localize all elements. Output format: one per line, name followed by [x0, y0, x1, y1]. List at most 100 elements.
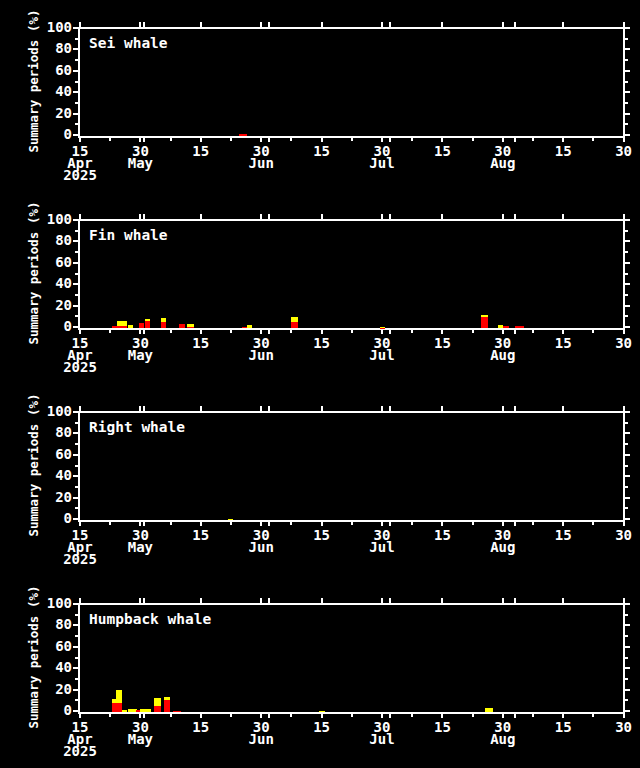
x-tick-top — [502, 406, 504, 411]
month-start-tick-bottom — [514, 714, 516, 718]
y-tick-label: 20 — [28, 297, 72, 313]
x-tick-top — [381, 598, 383, 603]
y-tick-label: 60 — [28, 446, 72, 462]
x-minor-tick — [472, 522, 474, 525]
x-tick-bottom — [441, 138, 443, 142]
y-tick-right — [625, 48, 630, 50]
month-start-tick-bottom — [143, 714, 145, 718]
month-start-tick-top — [143, 22, 145, 27]
x-tick-bottom — [502, 330, 504, 334]
y-tick-left — [75, 657, 78, 659]
y-tick-right — [625, 465, 628, 467]
x-tick-top — [79, 406, 81, 411]
y-tick-left — [75, 59, 78, 61]
x-tick-bottom — [623, 330, 625, 334]
month-start-tick-top — [268, 598, 270, 603]
x-tick-bottom — [260, 138, 262, 142]
bar-yellow — [481, 315, 487, 316]
y-tick-left — [75, 315, 78, 317]
y-tick-right — [625, 38, 628, 40]
month-start-tick-bottom — [268, 138, 270, 142]
x-tick-top — [562, 598, 564, 603]
x-month-label: Aug — [473, 731, 533, 747]
x-tick-label: 15 — [533, 143, 593, 159]
panel-sei-whale: Summary periods (%)Sei whale020406080100… — [0, 0, 640, 192]
x-tick-bottom — [441, 522, 443, 526]
x-month-label: Jun — [231, 731, 291, 747]
x-minor-tick — [592, 522, 594, 525]
x-tick-top — [139, 406, 141, 411]
y-tick-left — [73, 689, 78, 691]
x-tick-label: 15 — [412, 335, 472, 351]
month-start-tick-bottom — [268, 330, 270, 334]
y-tick-right — [625, 123, 628, 125]
x-tick-top — [381, 22, 383, 27]
y-tick-left — [73, 283, 78, 285]
x-minor-tick — [592, 330, 594, 333]
x-tick-label: 15 — [171, 719, 231, 735]
y-tick-right — [625, 59, 628, 61]
x-tick-top — [562, 406, 564, 411]
bar-red — [173, 711, 181, 712]
y-tick-left — [75, 81, 78, 83]
y-tick-left — [75, 699, 78, 701]
bar-yellow — [154, 698, 161, 707]
x-tick-top — [441, 598, 443, 603]
x-minor-tick — [532, 522, 534, 525]
y-tick-right — [625, 699, 628, 701]
y-tick-label: 0 — [28, 318, 72, 334]
bar-yellow — [291, 317, 297, 322]
x-minor-tick — [290, 522, 292, 525]
y-tick-left — [75, 507, 78, 509]
y-tick-left — [73, 432, 78, 434]
y-tick-left — [75, 123, 78, 125]
bar-yellow — [187, 324, 194, 326]
x-tick-bottom — [562, 714, 564, 718]
y-tick-right — [625, 507, 628, 509]
x-minor-tick — [532, 714, 534, 717]
x-tick-bottom — [623, 138, 625, 142]
x-tick-label: 15 — [292, 719, 352, 735]
x-tick-label: 15 — [533, 719, 593, 735]
x-tick-top — [381, 406, 383, 411]
month-start-tick-top — [143, 214, 145, 219]
x-tick-top — [200, 22, 202, 27]
month-start-tick-bottom — [268, 522, 270, 526]
y-tick-left — [73, 624, 78, 626]
x-minor-tick — [532, 330, 534, 333]
x-month-label: Aug — [473, 539, 533, 555]
y-tick-left — [73, 48, 78, 50]
y-tick-left — [75, 422, 78, 424]
bar-red — [179, 324, 185, 328]
panel-right-whale: Summary periods (%)Right whale0204060801… — [0, 384, 640, 576]
month-start-tick-bottom — [389, 522, 391, 526]
y-tick-right — [625, 432, 630, 434]
x-tick-bottom — [321, 330, 323, 334]
bar-yellow — [116, 690, 122, 703]
y-tick-right — [625, 603, 630, 605]
x-tick-label: 30 — [594, 719, 640, 735]
month-start-tick-bottom — [389, 138, 391, 142]
month-start-tick-bottom — [143, 330, 145, 334]
y-tick-right — [625, 646, 630, 648]
y-tick-right — [625, 614, 628, 616]
y-tick-right — [625, 219, 630, 221]
y-tick-right — [625, 230, 628, 232]
y-tick-right — [625, 678, 628, 680]
month-start-tick-top — [514, 22, 516, 27]
bar-red — [117, 326, 127, 328]
x-tick-top — [79, 598, 81, 603]
x-tick-label: 15 — [533, 527, 593, 543]
y-tick-left — [73, 497, 78, 499]
y-tick-label: 100 — [28, 19, 72, 35]
y-tick-left — [73, 305, 78, 307]
y-tick-left — [73, 667, 78, 669]
y-tick-right — [625, 81, 628, 83]
month-start-tick-bottom — [143, 138, 145, 142]
x-tick-top — [321, 406, 323, 411]
y-tick-right — [625, 102, 628, 104]
y-tick-right — [625, 262, 630, 264]
y-tick-label: 0 — [28, 126, 72, 142]
y-tick-right — [625, 294, 628, 296]
x-tick-bottom — [200, 714, 202, 718]
